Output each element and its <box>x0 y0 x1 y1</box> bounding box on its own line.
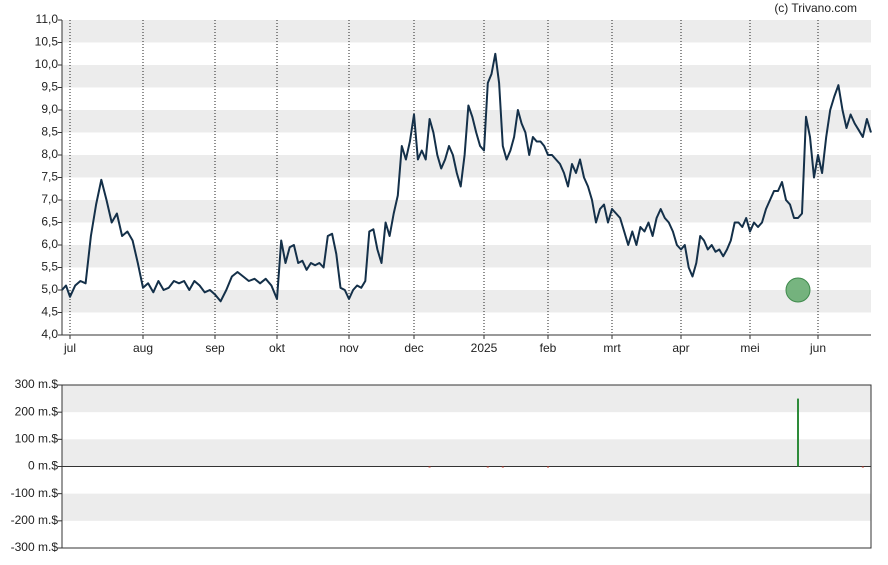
plot-frame <box>61 384 872 549</box>
grid-band <box>62 245 871 268</box>
grid-band <box>62 385 871 413</box>
y-tick-label: 0 m.$ <box>28 459 58 473</box>
y-tick-label: 4,5 <box>41 305 58 319</box>
x-tick-label: jul <box>63 341 76 355</box>
y-tick-label: 9,5 <box>41 80 58 94</box>
y-tick-label: -100 m.$ <box>11 486 59 500</box>
grid-band <box>62 200 871 223</box>
grid-band <box>62 65 871 88</box>
y-tick-label: 8,5 <box>41 125 58 139</box>
y-tick-label: -200 m.$ <box>11 513 59 527</box>
y-tick-label: 11,0 <box>36 12 59 26</box>
y-tick-label: 100 m.$ <box>15 432 59 446</box>
bar <box>861 466 864 468</box>
grid-band <box>62 290 871 313</box>
bar <box>428 466 431 468</box>
y-tick-label: 300 m.$ <box>15 377 59 391</box>
y-tick-label: 4,0 <box>41 327 58 341</box>
x-tick-label: dec <box>404 341 423 355</box>
y-tick-label: 7,0 <box>41 192 58 206</box>
price-line <box>61 52 872 303</box>
bar <box>486 466 489 468</box>
grid-band <box>62 493 871 521</box>
x-tick-label: sep <box>205 341 225 355</box>
y-tick-label: 6,5 <box>41 215 58 229</box>
grid-band <box>62 155 871 178</box>
grid-band <box>62 20 871 43</box>
y-tick-label: 10,5 <box>35 35 59 49</box>
x-tick-label: apr <box>672 341 689 355</box>
x-tick-label: aug <box>133 341 153 355</box>
x-tick-label: nov <box>339 341 358 355</box>
x-tick-label: okt <box>269 341 286 355</box>
y-tick-label: 5,0 <box>41 282 58 296</box>
x-tick-label: mrt <box>603 341 621 355</box>
y-tick-label: 7,5 <box>41 170 58 184</box>
x-tick-label: 2025 <box>471 341 498 355</box>
event-marker <box>785 277 811 303</box>
y-tick-label: 8,0 <box>41 147 58 161</box>
x-tick-label: mei <box>740 341 759 355</box>
bar <box>501 466 504 468</box>
bar <box>797 398 799 467</box>
y-tick-label: 9,0 <box>41 102 58 116</box>
y-tick-label: -300 m.$ <box>11 540 59 554</box>
y-tick-label: 5,5 <box>41 260 58 274</box>
bar <box>547 466 549 468</box>
y-tick-label: 6,0 <box>41 237 58 251</box>
y-tick-label: 200 m.$ <box>15 404 59 418</box>
x-tick-label: jun <box>809 341 826 355</box>
y-tick-label: 10,0 <box>35 57 59 71</box>
grid-band <box>62 439 871 467</box>
credit: (c) Trivano.com <box>774 1 857 15</box>
x-tick-label: feb <box>540 341 557 355</box>
